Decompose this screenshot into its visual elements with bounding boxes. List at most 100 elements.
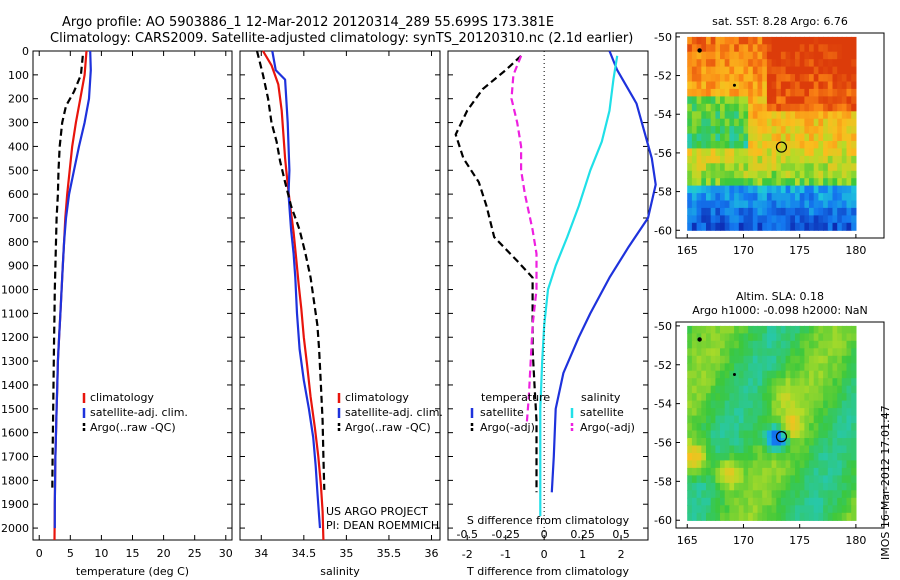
heatmap-cell [809,378,815,387]
heatmap-cell [691,408,698,417]
heatmap-cell [841,81,848,90]
heatmap-cell [841,141,848,149]
heatmap-cell [696,453,702,462]
heatmap-cell [706,103,712,112]
heatmap-cell [827,355,834,364]
heatmap-cell [701,512,707,521]
heatmap-cell [809,148,815,157]
heatmap-cell [795,126,801,135]
heatmap-cell [757,415,763,424]
heatmap-cell [696,118,702,127]
heatmap-cell [827,430,834,439]
heatmap-cell [752,482,759,491]
heatmap-cell [846,118,852,127]
heatmap-cell [790,408,796,417]
heatmap-cell [766,155,773,164]
heatmap-cell [715,325,721,334]
heatmap-cell [715,207,721,216]
heatmap-cell [827,111,834,120]
heatmap-cell [813,408,819,417]
heatmap-cell [841,66,848,75]
heatmap-cell [729,385,735,394]
heatmap-cell [752,36,759,45]
heatmap-cell [720,163,726,172]
heatmap-cell [823,505,829,514]
x-tick-label: 34 [254,547,268,560]
heatmap-cell [724,44,730,53]
heatmap-cell [715,482,721,491]
heatmap-cell [780,111,787,120]
heatmap-cell [832,438,838,447]
heatmap-cell [701,81,707,90]
heatmap-cell [790,415,796,424]
heatmap-cell [752,445,759,454]
heatmap-cell [780,385,787,394]
series-line-2 [454,54,538,493]
heatmap-cell [785,126,791,135]
heatmap-cell [706,393,712,402]
heatmap-cell [743,200,749,209]
heatmap-cell [785,497,791,506]
heatmap-cell [851,118,857,127]
heatmap-cell [813,475,819,484]
heatmap-cell [734,408,740,417]
heatmap-cell [827,490,834,499]
heatmap-cell [720,51,726,60]
heatmap-cell [846,460,852,469]
x-tick-label-T: -2 [462,548,473,561]
heatmap-cell [743,400,749,409]
heatmap-cell [738,141,745,149]
heatmap-cell [790,155,796,164]
heatmap-cell [832,126,838,135]
heatmap-cell [734,423,740,432]
heatmap-cell [818,355,824,364]
heatmap-cell [823,497,829,506]
heatmap-cell [696,467,702,476]
heatmap-cell [804,355,810,364]
depth-tick-label: 500 [8,164,29,177]
heatmap-cell [776,340,782,349]
heatmap-cell [748,155,754,164]
y-tick-label: -60 [654,224,672,237]
heatmap-cell [729,497,735,506]
heatmap-cell [823,438,829,447]
heatmap-cell [757,155,763,164]
heatmap-cell [771,96,777,105]
heatmap-cell [734,340,740,349]
heatmap-cell [687,66,693,75]
heatmap-cell [734,193,740,202]
heatmap-cell [813,141,819,149]
heatmap-cell [687,385,693,394]
heatmap-cell [720,497,726,506]
heatmap-cell [734,59,740,68]
heatmap-cell [804,408,810,417]
heatmap-cell [762,36,768,45]
y-tick-label: -60 [654,514,672,527]
heatmap-cell [827,44,834,53]
heatmap-cell [762,74,768,83]
heatmap-cell [691,333,698,342]
heatmap-cell [771,460,777,469]
heatmap-cell [823,126,829,135]
heatmap-cell [691,222,698,231]
heatmap-cell [748,222,754,231]
heatmap-cell [851,490,857,499]
heatmap-cell [790,200,796,209]
heatmap-cell [766,111,773,120]
heatmap-cell [771,408,777,417]
heatmap-cell [837,497,843,506]
heatmap-cell [813,333,819,342]
heatmap-cell [729,44,735,53]
heatmap-cell [766,355,773,364]
depth-tick-label: 1700 [1,451,29,464]
heatmap-cell [780,512,787,521]
heatmap-cell [696,385,702,394]
heatmap-cell [832,88,838,97]
heatmap-cell [762,475,768,484]
heatmap-cell [795,141,801,149]
heatmap-cell [790,222,796,231]
depth-tick-label: 1200 [1,331,29,344]
heatmap-cell [729,378,735,387]
heatmap-cell [743,118,749,127]
heatmap-cell [813,148,819,157]
